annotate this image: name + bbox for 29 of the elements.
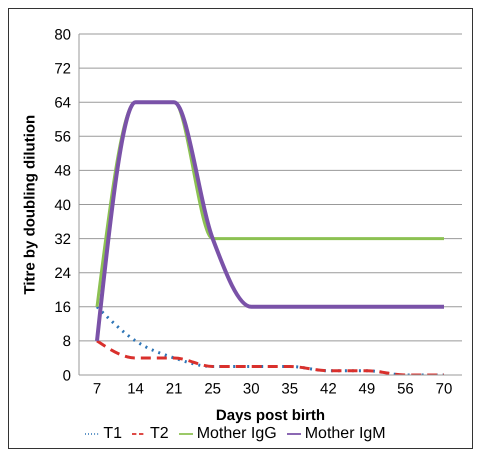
legend-label: Mother IgM [304, 425, 386, 442]
y-tick-label: 0 [62, 367, 71, 384]
y-tick-label: 80 [54, 26, 71, 44]
x-axis-title: Days post birth [216, 407, 326, 424]
x-tick-label: 30 [242, 380, 260, 398]
y-tick-label: 64 [54, 94, 71, 112]
y-axis-title: Titre by doubling dilution [21, 114, 38, 294]
x-tick-label: 14 [127, 380, 144, 398]
y-tick-label: 40 [54, 196, 71, 214]
line-series [96, 305, 446, 375]
x-tick-label: 56 [397, 380, 414, 398]
y-tick-label: 48 [54, 162, 71, 180]
x-tick-label: 21 [166, 380, 182, 398]
x-tick-label: 42 [320, 380, 337, 398]
legend-label: T1 [103, 425, 122, 442]
y-tick-label: 56 [54, 128, 71, 146]
x-tick-label: 25 [204, 380, 222, 398]
legend-label: Mother IgG [196, 425, 277, 442]
x-tick-label: 70 [436, 380, 452, 398]
x-tick-label: 49 [358, 380, 376, 398]
y-tick-label: 72 [54, 60, 71, 78]
x-tick-label: 7 [92, 380, 102, 398]
y-tick-label: 32 [54, 230, 71, 248]
legend-label: T2 [150, 425, 169, 442]
y-tick-label: 8 [62, 333, 71, 350]
line-series [96, 339, 446, 375]
y-tick-label: 24 [54, 265, 71, 282]
x-tick-label: 35 [281, 380, 298, 398]
y-tick-label: 16 [54, 299, 71, 316]
